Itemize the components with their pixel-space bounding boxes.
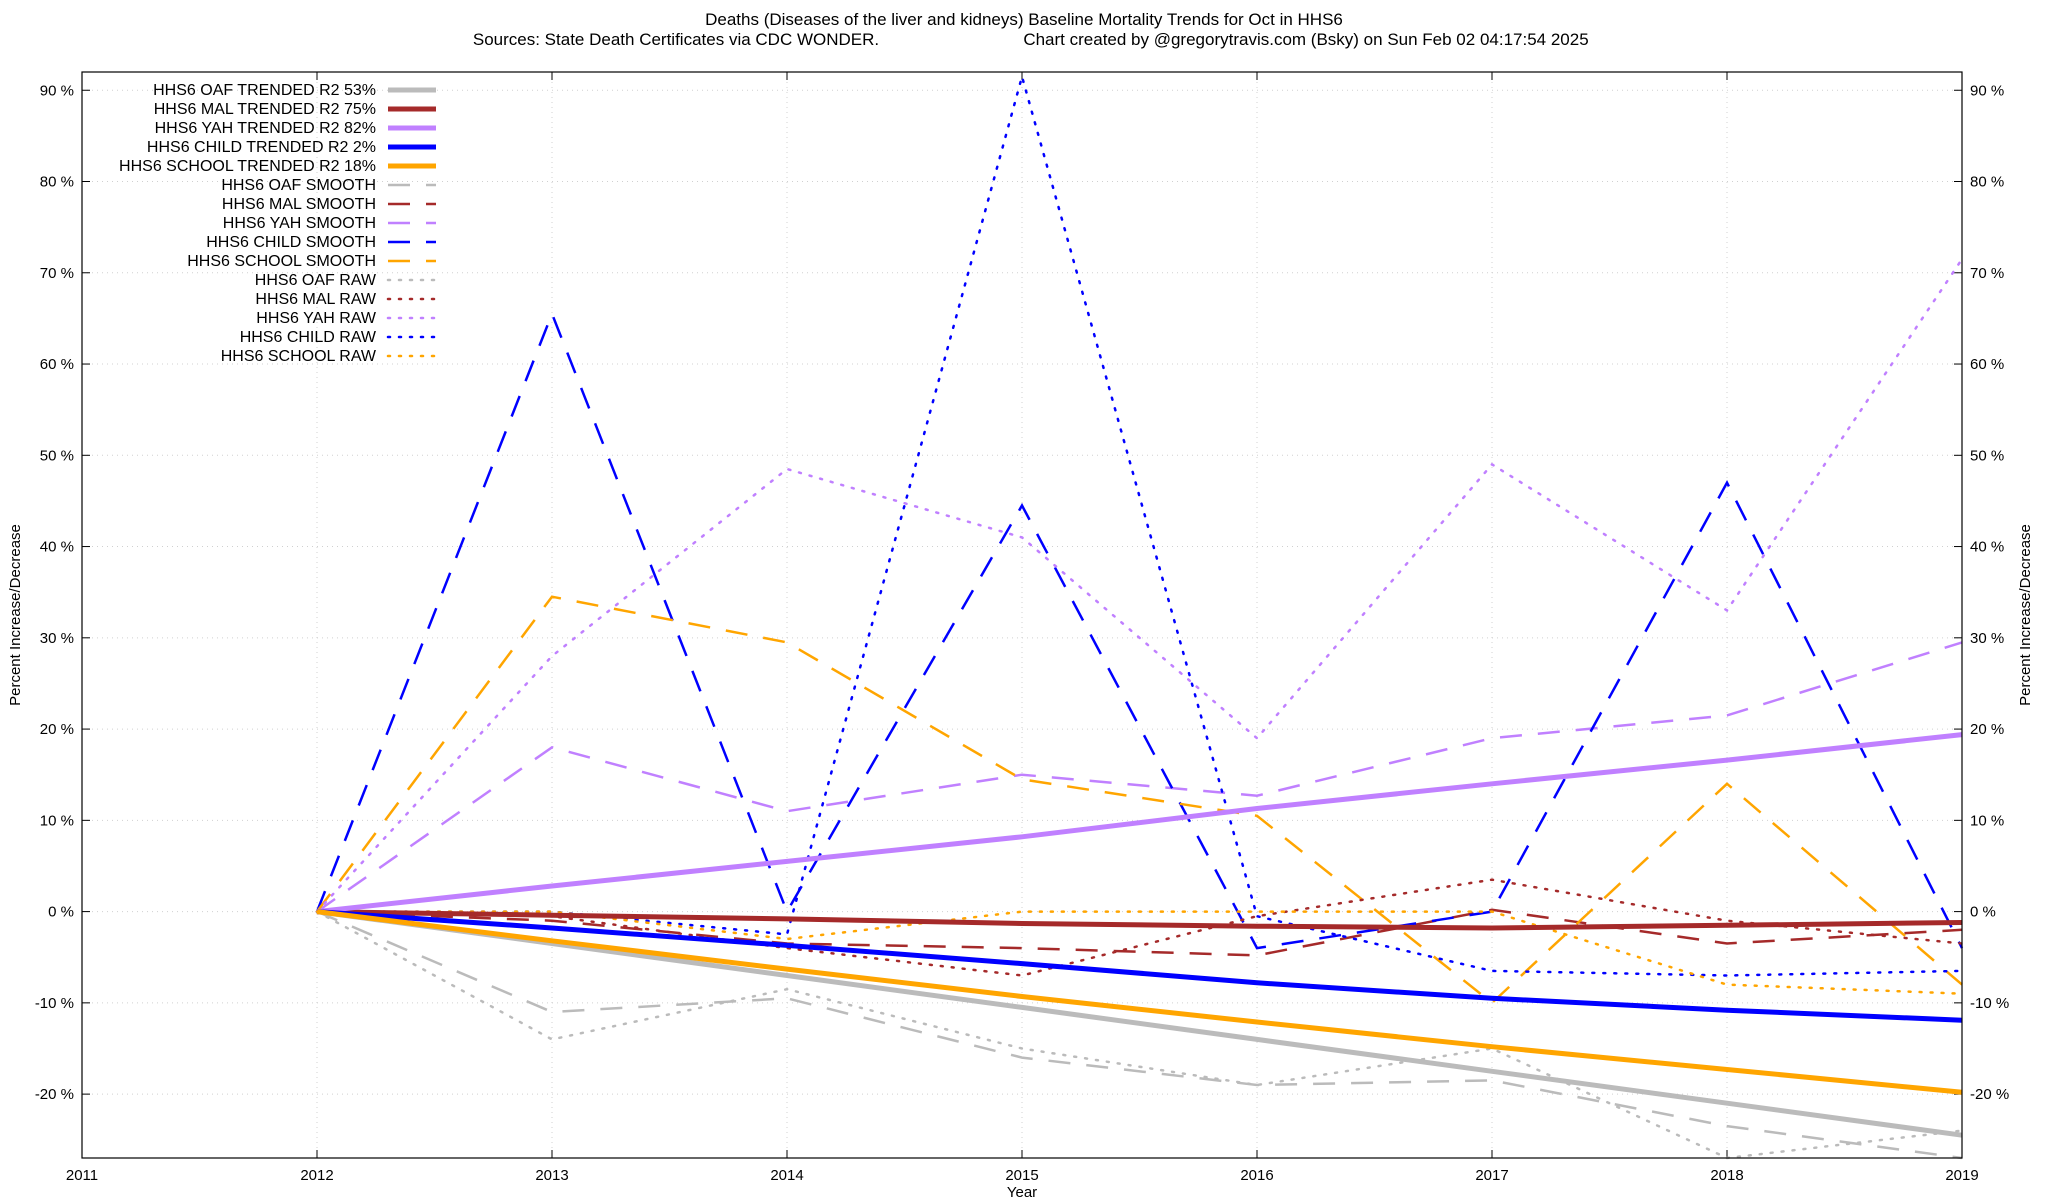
legend-label: HHS6 OAF TRENDED R2 53% — [153, 82, 376, 99]
legend-label: HHS6 CHILD SMOOTH — [206, 234, 376, 251]
legend-label: HHS6 YAH TRENDED R2 82% — [155, 120, 376, 137]
series-line-hhs6-mal-smooth — [316, 908, 1963, 957]
plot-border — [81, 71, 1963, 1159]
y-tick-label-left: 30 % — [40, 630, 74, 647]
x-tick-label: 2016 — [1240, 1167, 1273, 1184]
series-lines — [315, 71, 1964, 1160]
legend-label: HHS6 MAL TRENDED R2 75% — [154, 101, 376, 118]
legend-label: HHS6 YAH SMOOTH — [223, 215, 376, 232]
y-tick-label-right: 70 % — [1970, 265, 2004, 282]
series-line-hhs6-mal-raw — [315, 878, 1964, 977]
y-tick-label-right: 40 % — [1970, 539, 2004, 556]
x-tick-label: 2017 — [1475, 1167, 1508, 1184]
y-tick-label-left: 10 % — [40, 812, 74, 829]
x-tick-label: 2019 — [1945, 1167, 1978, 1184]
series-line-hhs6-child-trended-r2-2 — [316, 909, 1963, 1023]
y-tick-label-right: 60 % — [1970, 356, 2004, 373]
series-line-hhs6-oaf-raw — [315, 910, 1964, 1160]
legend-label: HHS6 OAF SMOOTH — [221, 177, 376, 194]
chart-title: Deaths (Diseases of the liver and kidney… — [705, 10, 1343, 29]
y-tick-label-right: 20 % — [1970, 721, 2004, 738]
series-line-hhs6-mal-trended-r2-75 — [316, 909, 1963, 931]
x-tick-label: 2013 — [535, 1167, 568, 1184]
y-tick-label-right: -10 % — [1970, 995, 2009, 1012]
y-tick-label-left: -20 % — [35, 1086, 74, 1103]
y-tick-label-left: 80 % — [40, 174, 74, 191]
y-tick-label-right: 30 % — [1970, 630, 2004, 647]
series-line-hhs6-school-trended-r2-18 — [316, 909, 1963, 1095]
legend-label: HHS6 CHILD RAW — [240, 329, 377, 346]
legend-label: HHS6 YAH RAW — [256, 310, 377, 327]
legend-label: HHS6 MAL RAW — [255, 291, 377, 308]
chart-subtitle-credit: Chart created by @gregorytravis.com (Bsk… — [1023, 30, 1588, 49]
y-tick-label-right: 90 % — [1970, 82, 2004, 99]
y-axis-label-left: Percent Increase/Decrease — [7, 524, 24, 706]
x-tick-label: 2018 — [1710, 1167, 1743, 1184]
x-tick-label: 2012 — [300, 1167, 333, 1184]
chart-subtitle-sources: Sources: State Death Certificates via CD… — [473, 30, 879, 49]
series-line-hhs6-oaf-trended-r2-53 — [316, 909, 1963, 1138]
legend-label: HHS6 SCHOOL RAW — [221, 348, 377, 365]
y-tick-label-left: 70 % — [40, 265, 74, 282]
y-tick-label-right: 10 % — [1970, 812, 2004, 829]
y-tick-label-left: 50 % — [40, 447, 74, 464]
y-tick-label-left: 20 % — [40, 721, 74, 738]
y-tick-label-left: 40 % — [40, 539, 74, 556]
y-tick-label-left: 60 % — [40, 356, 74, 373]
x-tick-label: 2011 — [66, 1167, 98, 1184]
axis-ticks: 90 % 90 % 80 % 80 % 70 % 70 % 60 % 60 % 50 % 50 %… — [35, 72, 2009, 1184]
series-line-hhs6-yah-raw — [315, 257, 1964, 913]
legend-label: HHS6 OAF RAW — [255, 272, 377, 289]
y-tick-label-left: -10 % — [35, 995, 74, 1012]
legend: HHS6 OAF TRENDED R2 53% HHS6 MAL TRENDED … — [119, 82, 438, 365]
y-axis-label-right: Percent Increase/Decrease — [2017, 524, 2034, 706]
y-tick-label-right: 0 % — [1970, 904, 1996, 921]
y-tick-label-left: 0 % — [48, 904, 74, 921]
legend-label: HHS6 CHILD TRENDED R2 2% — [147, 139, 376, 156]
y-tick-label-left: 90 % — [40, 82, 74, 99]
series-line-hhs6-child-smooth — [315, 310, 1964, 950]
legend-label: HHS6 MAL SMOOTH — [222, 196, 376, 213]
legend-label: HHS6 SCHOOL SMOOTH — [187, 253, 376, 270]
x-tick-label: 2014 — [770, 1167, 803, 1184]
y-tick-label-right: 50 % — [1970, 447, 2004, 464]
series-line-hhs6-oaf-smooth — [316, 910, 1963, 1160]
y-tick-label-right: -20 % — [1970, 1086, 2009, 1103]
x-tick-label: 2015 — [1005, 1167, 1038, 1184]
series-line-hhs6-yah-trended-r2-82 — [316, 732, 1963, 915]
series-line-hhs6-yah-smooth — [316, 641, 1963, 913]
series-line-hhs6-school-smooth — [315, 595, 1963, 1005]
y-tick-label-right: 80 % — [1970, 174, 2004, 191]
x-axis-label: Year — [1007, 1184, 1037, 1200]
legend-label: HHS6 SCHOOL TRENDED R2 18% — [119, 158, 376, 175]
